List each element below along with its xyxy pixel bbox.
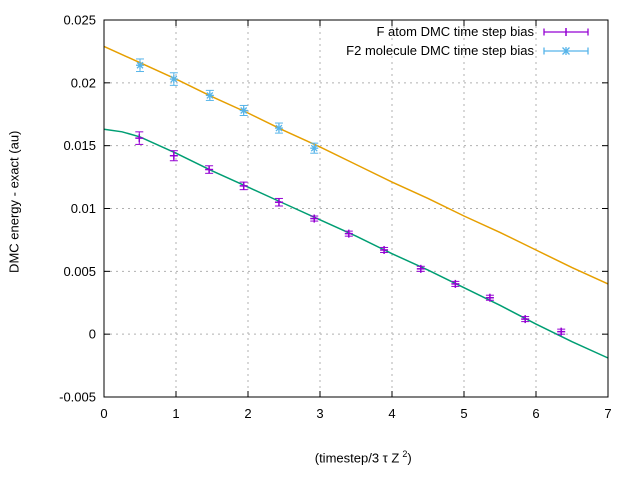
gridlines [104, 20, 608, 397]
data-point [274, 197, 283, 207]
legend: F atom DMC time step bias F2 molecule DM… [346, 22, 590, 60]
data-point [416, 264, 425, 273]
x-tick-label: 5 [460, 406, 467, 421]
x-tick-label: 0 [100, 406, 107, 421]
data-point [135, 131, 144, 145]
x-tick-label: 3 [316, 406, 323, 421]
y-tick-label: 0.005 [63, 264, 96, 279]
legend-item-f2-molecule: F2 molecule DMC time step bias [346, 41, 590, 60]
f2-molecule-errorbar-sample-icon [543, 46, 589, 55]
data-point [205, 165, 214, 174]
data-point [521, 315, 530, 324]
data-points [136, 58, 319, 154]
data-point [239, 104, 248, 117]
y-tick-label: 0 [89, 327, 96, 342]
data-point [169, 150, 178, 162]
x-tick-label: 2 [244, 406, 251, 421]
tick-labels: 0 1 2 3 4 5 6 7 -0.005 0 0.005 0.01 0.015 0.02 0.025 [59, 13, 611, 422]
legend-item-f-atom: F atom DMC time step bias [346, 22, 590, 41]
fit-line [103, 128, 609, 359]
data-point [557, 327, 566, 336]
x-axis-title-superscript: 2 [402, 449, 408, 459]
x-axis-title-suffix: ) [407, 450, 412, 466]
plot-border-and-ticks [103, 19, 609, 398]
x-tick-label: 4 [388, 406, 395, 421]
legend-label-f2-molecule: F2 molecule DMC time step bias [346, 43, 534, 58]
data-point [239, 181, 248, 191]
data-point [169, 72, 178, 86]
y-axis-title: DMC energy - exact (au) [0, 131, 37, 288]
data-point [274, 122, 283, 134]
y-tick-label: 0.01 [71, 201, 96, 216]
y-tick-label: 0.025 [63, 13, 96, 28]
y-tick-label: 0.02 [71, 75, 96, 90]
y-tick-label: -0.005 [59, 390, 96, 405]
data-point [310, 214, 319, 223]
y-axis-title-text: DMC energy - exact (au) [6, 130, 22, 273]
data-points [135, 131, 566, 336]
data-point [310, 142, 319, 154]
x-tick-label: 6 [532, 406, 539, 421]
x-tick-label: 1 [172, 406, 179, 421]
data-point [344, 229, 353, 238]
data-point [380, 245, 389, 254]
series [103, 45, 609, 359]
x-axis-title-text: (timestep/3 τ Z [314, 450, 400, 466]
y-tick-label: 0.015 [63, 138, 96, 153]
x-tick-label: 7 [604, 406, 611, 421]
f-atom-errorbar-sample-icon [543, 27, 589, 36]
data-point [205, 89, 214, 101]
data-point [485, 293, 494, 302]
legend-label-f-atom: F atom DMC time step bias [376, 24, 535, 39]
data-point [136, 58, 144, 73]
fit-line [103, 45, 609, 285]
x-axis-title: (timestep/3 τ Z 2) [300, 434, 412, 480]
data-point [451, 279, 460, 288]
